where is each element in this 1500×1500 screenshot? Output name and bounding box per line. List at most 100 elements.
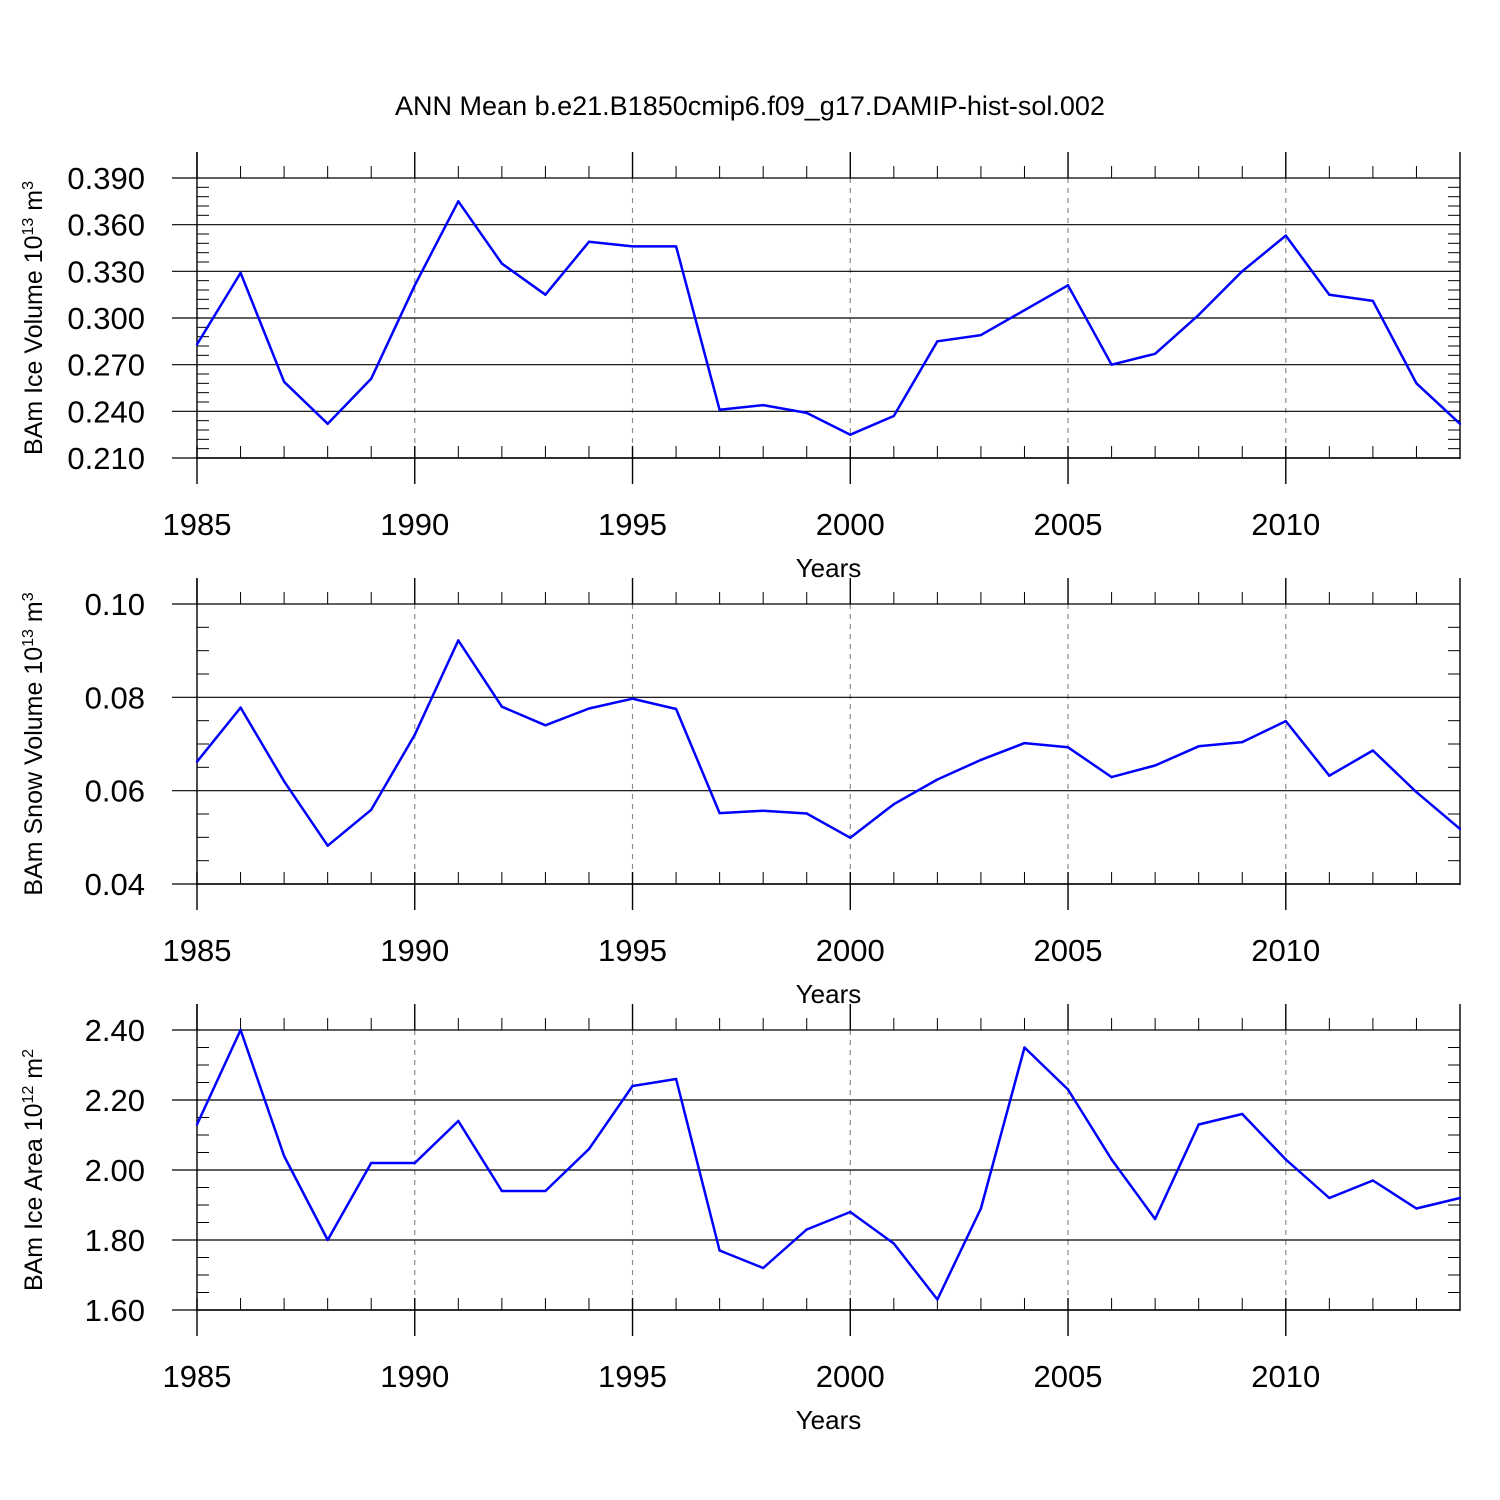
data-point [587,707,591,710]
data-point [370,808,373,811]
data-point [1328,293,1331,296]
data-point [761,1266,765,1270]
data-point [1023,1046,1026,1049]
panel-1: 0.210 0.240 0.270 0.300 0.330 0.360 0.390 1985 1… [20,152,1462,583]
data-point [979,1207,983,1210]
y-tick-label: 0.06 [85,774,145,809]
data-point [849,1210,852,1214]
data-point [631,697,634,700]
data-point [1328,1196,1331,1200]
y-tick-label: 0.390 [67,161,145,196]
x-tick-label: 2000 [816,933,885,968]
panel-3: 1.60 1.80 2.00 2.20 2.40 1985 1990 1995 2000 2005… [20,1004,1462,1435]
data-point [849,433,852,436]
x-tick-label: 1985 [163,1359,232,1394]
x-tick-label: 1990 [380,933,449,968]
y-axis-label-part: BAm Ice Volume 10 [20,235,48,455]
data-line [195,1028,1461,1301]
data-point [326,1238,329,1242]
data-point [587,240,591,243]
data-point [282,380,286,383]
x-tick-label: 2000 [816,1359,885,1394]
y-tick-label: 0.270 [67,348,145,383]
data-point [544,724,547,727]
y-tick-label: 0.360 [67,208,145,243]
data-point [1023,309,1026,312]
data-point [1284,1158,1287,1161]
data-point [805,812,808,815]
data-point [674,707,678,711]
data-point [718,811,721,815]
data-point [1241,740,1244,744]
data-point [1371,749,1375,752]
data-point [631,245,634,248]
x-axis-label: Years [796,553,862,583]
data-point [1153,1217,1157,1221]
x-tick-label: 1990 [380,507,449,542]
data-point [370,377,373,380]
data-point [413,1161,416,1165]
y-axis-label-part: 3 [20,181,37,190]
data-point [936,778,939,781]
data-point [1153,764,1157,767]
data-point [805,411,808,415]
data-point [326,844,329,847]
y-axis-label-part: 3 [20,592,37,601]
y-axis-label-part: 13 [20,629,37,647]
data-point [413,733,416,736]
data-point [1241,1112,1244,1116]
data-point [1110,363,1113,366]
data-point [195,1123,199,1126]
y-tick-label: 2.40 [85,1013,145,1048]
data-point [413,284,416,287]
data-point [326,422,329,425]
data-point [631,1084,634,1088]
data-point [1415,1207,1418,1210]
data-point [979,333,983,337]
data-point [370,1161,373,1165]
data-point [1023,741,1026,745]
y-tick-label: 2.20 [85,1083,145,1118]
data-point [718,1249,721,1252]
data-point [1371,299,1375,303]
data-point [1284,234,1287,237]
y-axis-label: BAm Ice Area 1012 m2 [20,1049,48,1291]
data-point [1458,1196,1462,1200]
y-tick-label: 0.240 [67,394,145,429]
data-point [892,414,896,418]
data-point [1284,719,1287,723]
data-line [195,200,1461,436]
data-point [805,1228,808,1231]
x-tick-label: 2010 [1251,1359,1320,1394]
data-point [1241,270,1244,273]
x-tick-label: 2010 [1251,507,1320,542]
data-point [544,1189,547,1193]
data-point [1110,1158,1113,1161]
data-point [674,245,678,248]
data-point [282,1154,286,1158]
data-point [282,780,286,783]
data-point [1328,774,1331,777]
x-tick-label: 2005 [1034,507,1103,542]
data-point [544,293,547,296]
data-point [718,408,721,411]
x-tick-label: 2005 [1034,1359,1103,1394]
data-point [761,809,765,812]
y-axis-label-part: m [20,190,48,218]
y-axis-label-part: m [20,1058,48,1086]
panel-2: 0.04 0.06 0.08 0.10 1985 1990 1995 2000 2005 2010… [20,578,1462,1009]
y-tick-label: 0.10 [85,587,145,622]
data-point [457,639,460,642]
data-point [500,262,504,265]
data-point [674,1077,678,1081]
x-axis-label: Years [796,979,862,1009]
y-axis-label-part: m [20,601,48,629]
y-axis-label: BAm Ice Volume 1013 m3 [20,181,48,455]
data-point [239,271,242,275]
y-tick-label: 0.04 [85,867,145,902]
data-point [1153,352,1157,355]
y-axis-label-part: BAm Ice Area 10 [20,1103,48,1291]
y-axis-label-part: BAm Snow Volume 10 [20,647,48,896]
